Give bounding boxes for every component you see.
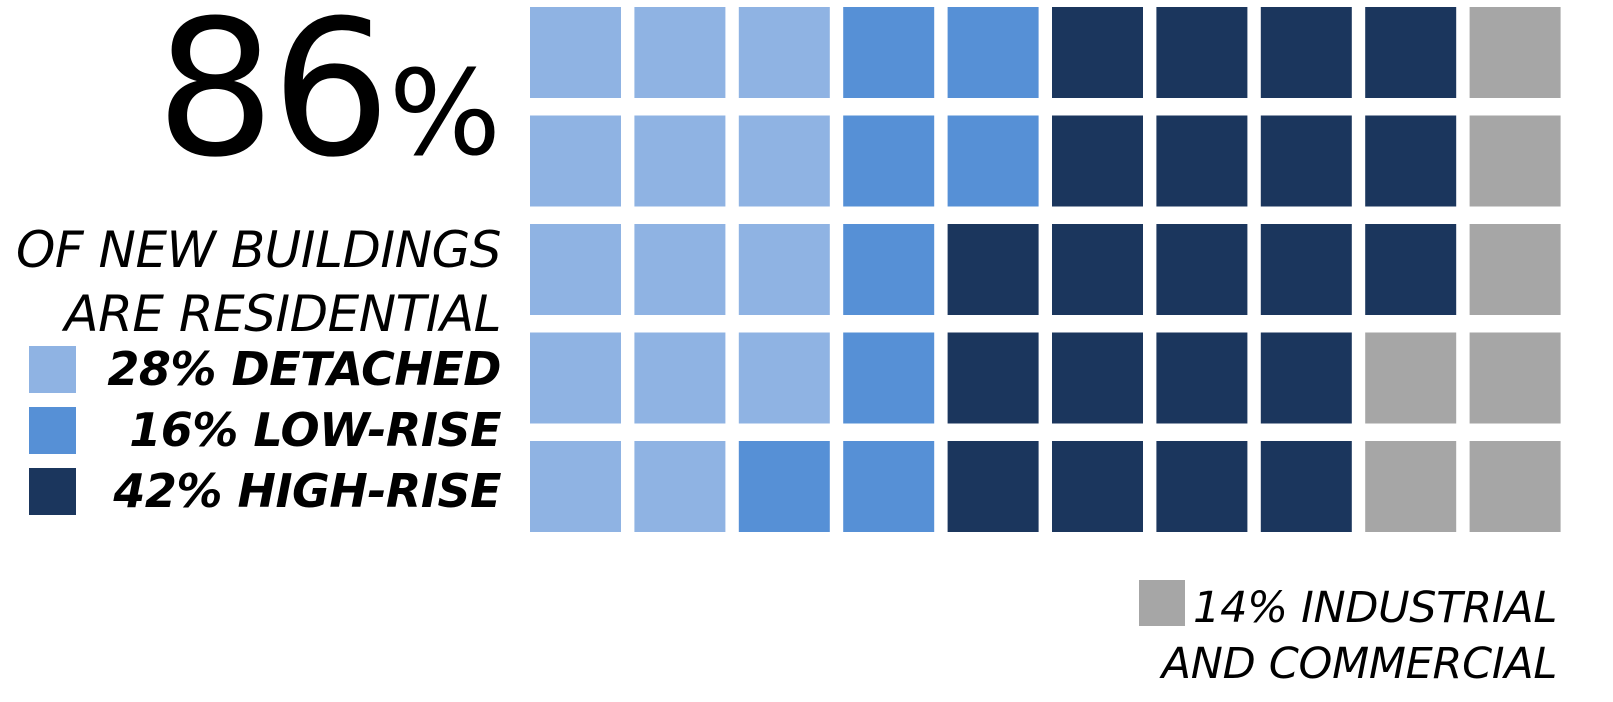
waffle-cell-high-rise	[1156, 224, 1248, 315]
waffle-cell-detached	[530, 441, 621, 532]
waffle-cell-detached	[634, 332, 726, 424]
headline-percentage: 86%	[155, 0, 501, 199]
waffle-cell-high-rise	[1052, 115, 1143, 207]
waffle-cell-high-rise	[1156, 441, 1248, 532]
waffle-cell-high-rise	[1156, 7, 1248, 98]
waffle-cell-high-rise	[947, 224, 1039, 315]
waffle-cell-low-rise	[738, 441, 830, 532]
waffle-cell-high-rise	[947, 441, 1039, 532]
waffle-cell-high-rise	[1365, 7, 1457, 98]
waffle-cell-detached	[530, 115, 621, 207]
industrial-commercial-note: 14% INDUSTRIAL AND COMMERCIAL	[1139, 580, 1557, 692]
waffle-cell-low-rise	[843, 224, 935, 315]
legend-swatch-high-rise	[29, 468, 76, 515]
legend-swatch-low-rise	[29, 407, 76, 454]
waffle-cell-industrial-commercial	[1469, 7, 1561, 98]
waffle-cell-high-rise	[1260, 224, 1352, 315]
legend: 28% DETACHED 16% LOW-RISE 42% HIGH-RISE	[29, 342, 501, 525]
other-note-label-1: 14% INDUSTRIAL	[1193, 583, 1557, 633]
waffle-cell-low-rise	[947, 7, 1039, 98]
waffle-cell-industrial-commercial	[1469, 224, 1561, 315]
waffle-cell-detached	[634, 441, 726, 532]
waffle-cell-industrial-commercial	[1469, 441, 1561, 532]
legend-swatch-industrial-commercial	[1139, 580, 1186, 626]
subtitle: OF NEW BUILDINGS ARE RESIDENTIAL	[16, 218, 501, 346]
waffle-cell-detached	[634, 7, 726, 98]
waffle-cell-low-rise	[843, 115, 935, 207]
headline-value: 86	[155, 0, 391, 199]
waffle-cell-high-rise	[1260, 332, 1352, 424]
waffle-cell-industrial-commercial	[1469, 332, 1561, 424]
legend-swatch-detached	[29, 346, 76, 393]
waffle-cell-high-rise	[1260, 7, 1352, 98]
waffle-cell-high-rise	[1052, 332, 1143, 424]
waffle-cell-detached	[738, 332, 830, 424]
waffle-cell-low-rise	[843, 441, 935, 532]
waffle-cell-high-rise	[1052, 224, 1143, 315]
waffle-cell-detached	[530, 224, 621, 315]
waffle-cell-high-rise	[1260, 115, 1352, 207]
other-note-line-1: 14% INDUSTRIAL	[1139, 580, 1557, 636]
waffle-cell-low-rise	[947, 115, 1039, 207]
legend-item-detached: 28% DETACHED	[29, 342, 501, 403]
waffle-cell-high-rise	[1156, 115, 1248, 207]
waffle-cell-detached	[738, 224, 830, 315]
waffle-cell-high-rise	[1260, 441, 1352, 532]
other-note-line-2: AND COMMERCIAL	[1161, 639, 1558, 689]
waffle-cell-detached	[530, 7, 621, 98]
waffle-cell-low-rise	[843, 7, 935, 98]
waffle-cell-high-rise	[1052, 441, 1143, 532]
waffle-cell-high-rise	[1365, 115, 1457, 207]
waffle-cell-high-rise	[1052, 7, 1143, 98]
subtitle-line-1: OF NEW BUILDINGS	[16, 221, 501, 279]
waffle-cell-high-rise	[947, 332, 1039, 424]
waffle-cell-detached	[738, 115, 830, 207]
waffle-cell-high-rise	[1365, 224, 1457, 315]
headline-unit: %	[388, 44, 501, 182]
waffle-cell-detached	[634, 224, 726, 315]
waffle-cell-industrial-commercial	[1365, 441, 1457, 532]
waffle-cell-low-rise	[843, 332, 935, 424]
legend-item-low-rise: 16% LOW-RISE	[29, 403, 501, 464]
legend-label-high-rise: 42% HIGH-RISE	[113, 464, 501, 518]
waffle-cell-detached	[530, 332, 621, 424]
subtitle-line-2: ARE RESIDENTIAL	[64, 285, 501, 343]
waffle-cell-detached	[738, 7, 830, 98]
waffle-cell-industrial-commercial	[1365, 332, 1457, 424]
legend-label-detached: 28% DETACHED	[107, 342, 501, 396]
legend-label-low-rise: 16% LOW-RISE	[129, 403, 501, 457]
waffle-cell-high-rise	[1156, 332, 1248, 424]
legend-item-high-rise: 42% HIGH-RISE	[29, 464, 501, 525]
waffle-cell-industrial-commercial	[1469, 115, 1561, 207]
waffle-cell-detached	[634, 115, 726, 207]
